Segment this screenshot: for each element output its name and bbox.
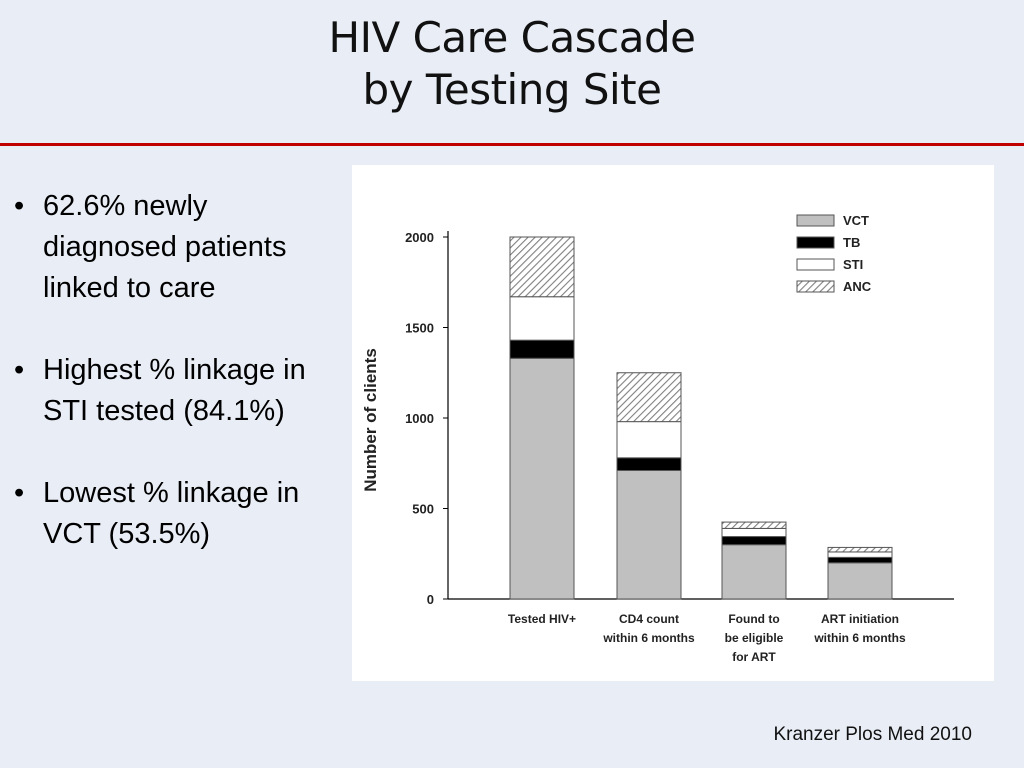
x-tick-label: CD4 count [619,612,679,626]
x-tick-label: for ART [732,650,776,664]
x-tick-label: Tested HIV+ [508,612,576,626]
y-tick-label: 500 [412,502,434,517]
bar-segment-tb [721,536,787,546]
bullet-list: • 62.6% newly diagnosed patients linked … [14,186,344,596]
y-tick-label: 1500 [405,321,434,336]
legend-label: VCT [843,213,869,228]
legend-swatch-vct [796,214,835,227]
y-tick-label: 2000 [405,230,434,245]
bullet-item: • Lowest % linkage in VCT (53.5%) [14,473,344,555]
title-line-2: by Testing Site [362,65,662,114]
bar-segment-sti [721,527,787,538]
legend-swatch-sti [796,258,835,271]
bar-segment-vct [509,357,575,600]
title-divider [0,143,1024,146]
x-tick-label: Found to [728,612,779,626]
bullet-dot: • [14,354,25,386]
citation: Kranzer Plos Med 2010 [773,724,972,745]
bullet-text: Highest % linkage in STI tested (84.1%) [43,354,306,427]
x-tick-label: be eligible [725,631,784,645]
y-tick-label: 1000 [405,411,434,426]
x-tick-label: within 6 months [602,631,695,645]
bar-segment-sti [616,421,682,459]
bar-segment-vct [721,544,787,600]
slide-title: HIV Care Cascade by Testing Site [0,12,1024,116]
bullet-text: 62.6% newly diagnosed patients linked to… [43,190,287,304]
y-axis-label: Number of clients [361,348,380,492]
title-line-1: HIV Care Cascade [328,13,696,62]
bullet-dot: • [14,477,25,509]
bar-segment-anc [827,546,893,553]
bar-segment-anc [509,236,575,298]
legend-swatch-tb [796,236,835,249]
x-tick-label: within 6 months [813,631,906,645]
legend-label: TB [843,235,860,250]
bar-segment-tb [509,339,575,359]
bar-segment-tb [827,556,893,564]
bar-segment-tb [616,457,682,471]
bar-segment-anc [616,372,682,423]
x-tick-label: ART initiation [821,612,899,626]
legend-swatch-anc [796,280,835,293]
bar-segment-vct [616,469,682,600]
care-cascade-chart: 0 500 1000 1500 2000 Number of clients Tested … [361,213,954,664]
legend-label: ANC [843,279,872,294]
legend-label: STI [843,257,863,272]
bar-segment-vct [827,562,893,600]
y-tick-label: 0 [427,592,434,607]
bullet-dot: • [14,190,25,222]
bar-segment-anc [721,521,787,529]
bullet-item: • 62.6% newly diagnosed patients linked … [14,186,344,309]
bullet-text: Lowest % linkage in VCT (53.5%) [43,477,300,550]
chart-panel: 0 500 1000 1500 2000 Number of clients Tested … [352,165,994,681]
bar-segment-sti [509,296,575,341]
bullet-item: • Highest % linkage in STI tested (84.1%… [14,350,344,432]
bar-segment-sti [827,551,893,558]
